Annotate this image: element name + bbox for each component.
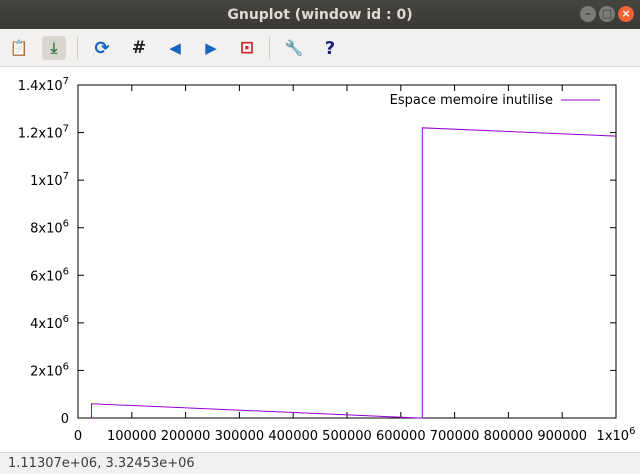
x-tick-label: 700000 bbox=[430, 429, 480, 444]
minimize-button[interactable]: – bbox=[580, 6, 596, 22]
chart[interactable]: 0 100000 200000 300000 400000 500000 600000 700… bbox=[0, 67, 640, 452]
plot-area[interactable]: 0 100000 200000 300000 400000 500000 600000 700… bbox=[0, 67, 640, 452]
zoom-next-icon: ▶ bbox=[205, 39, 217, 57]
y-tick-label: 6x106 bbox=[30, 266, 69, 284]
status-bar: 1.11307e+06, 3.32453e+06 bbox=[0, 452, 640, 474]
y-tick-label: 1.2x107 bbox=[18, 124, 69, 142]
x-tick-label: 500000 bbox=[322, 429, 372, 444]
clipboard-icon: 📋 bbox=[9, 39, 29, 57]
grid-button[interactable]: # bbox=[127, 36, 151, 60]
y-tick-label: 2x106 bbox=[30, 361, 69, 379]
x-tick-label: 600000 bbox=[376, 429, 426, 444]
zoom-next-button[interactable]: ▶ bbox=[199, 36, 223, 60]
x-tick-label: 400000 bbox=[268, 429, 318, 444]
export-icon: ⤓ bbox=[50, 39, 58, 57]
settings-button[interactable]: 🔧 bbox=[282, 36, 306, 60]
zoom-previous-icon: ◀ bbox=[169, 39, 181, 57]
autoscale-icon: ⊡ bbox=[239, 38, 255, 58]
y-tick-label: 1.4x107 bbox=[18, 76, 69, 94]
y-tick-label: 1x107 bbox=[30, 171, 69, 189]
x-tick-label: 200000 bbox=[161, 429, 211, 444]
x-tick-label: 100000 bbox=[107, 429, 157, 444]
x-tick-label: 300000 bbox=[215, 429, 265, 444]
window-title: Gnuplot (window id : 0) bbox=[227, 6, 413, 23]
series-line bbox=[90, 127, 617, 419]
y-tick-label: 4x106 bbox=[30, 314, 69, 332]
copy-to-clipboard-button[interactable]: 📋 bbox=[7, 36, 31, 60]
y-tick-label: 8x106 bbox=[30, 219, 69, 237]
toolbar: 📋 ⤓ ⟳ # ◀ ▶ ⊡ 🔧 ? bbox=[0, 29, 640, 67]
help-icon: ? bbox=[324, 37, 336, 59]
x-tick-label: 0 bbox=[74, 429, 82, 444]
replot-icon: ⟳ bbox=[94, 37, 110, 59]
plot-frame bbox=[77, 84, 617, 419]
y-tick-label: 0 bbox=[61, 412, 69, 427]
x-tick-label: 900000 bbox=[537, 429, 587, 444]
toolbar-separator bbox=[269, 37, 270, 59]
help-button[interactable]: ? bbox=[318, 36, 342, 60]
cursor-coordinates: 1.11307e+06, 3.32453e+06 bbox=[8, 456, 195, 471]
export-button[interactable]: ⤓ bbox=[42, 36, 66, 60]
window-titlebar[interactable]: Gnuplot (window id : 0) – □ × bbox=[0, 0, 640, 29]
autoscale-button[interactable]: ⊡ bbox=[235, 36, 259, 60]
toolbar-separator bbox=[77, 37, 78, 59]
close-button[interactable]: × bbox=[618, 6, 634, 22]
replot-button[interactable]: ⟳ bbox=[90, 36, 114, 60]
x-tick-label: 1x106 bbox=[597, 426, 636, 444]
zoom-previous-button[interactable]: ◀ bbox=[163, 36, 187, 60]
legend-label: Espace memoire inutilise bbox=[390, 93, 553, 108]
x-tick-label: 800000 bbox=[484, 429, 534, 444]
settings-icon: 🔧 bbox=[284, 39, 304, 57]
grid-icon: # bbox=[131, 38, 147, 58]
maximize-button[interactable]: □ bbox=[599, 6, 615, 22]
